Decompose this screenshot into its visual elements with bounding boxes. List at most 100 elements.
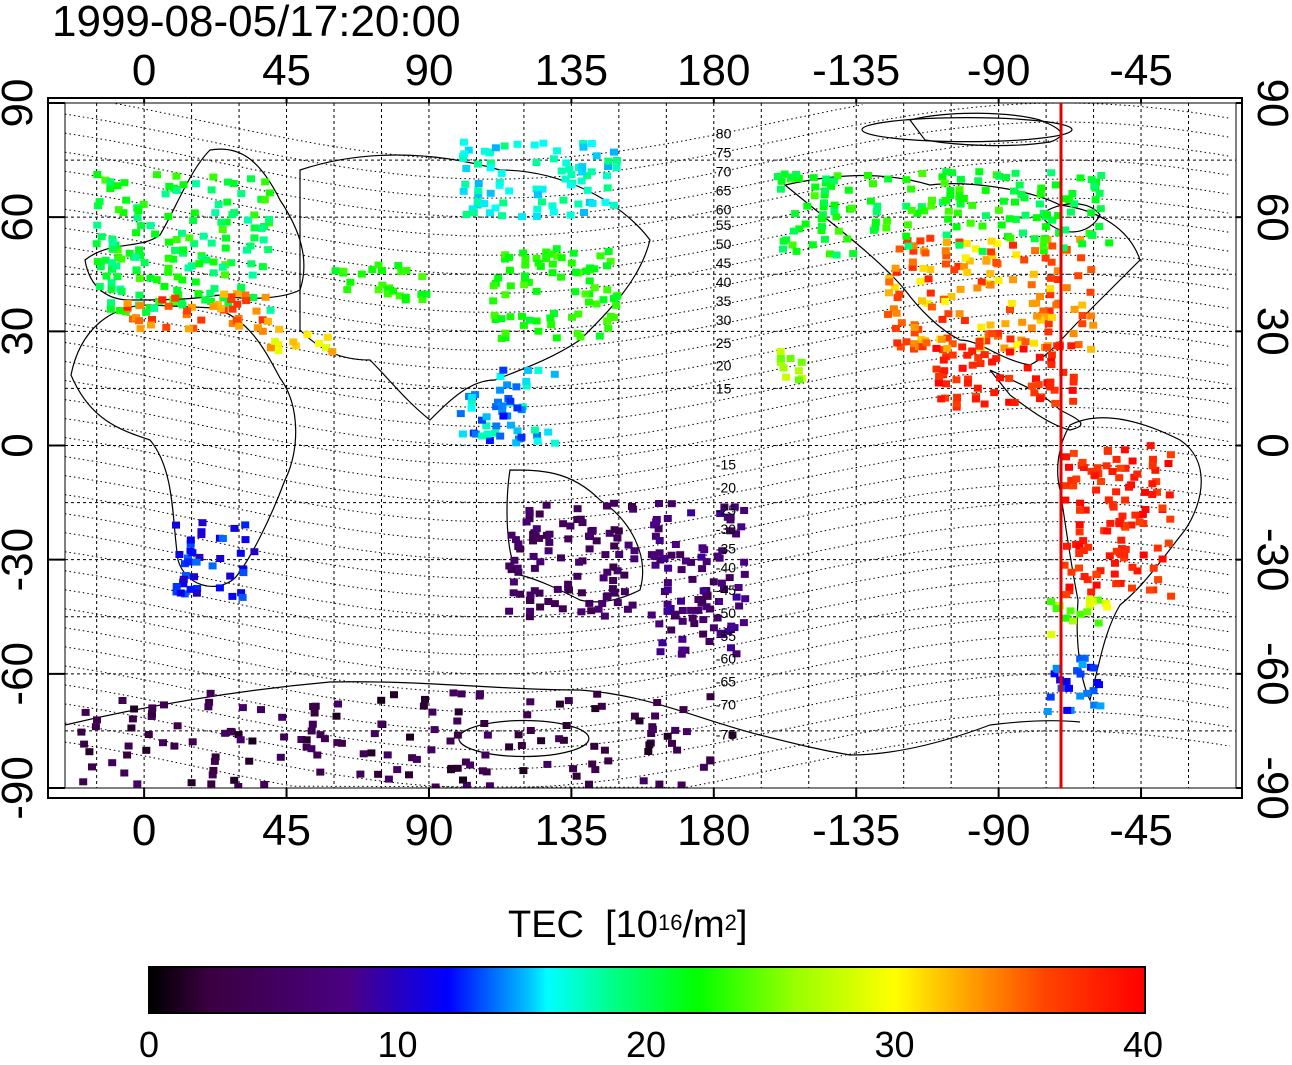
tec-cell: [910, 329, 919, 337]
tec-cell: [566, 181, 575, 189]
tec-cell: [108, 259, 117, 267]
tec-cell: [573, 572, 582, 580]
tec-cell: [977, 323, 986, 331]
tec-cell: [973, 284, 982, 292]
tec-cell: [497, 169, 506, 177]
contour-label: 60: [716, 202, 732, 218]
tec-cell: [243, 246, 251, 254]
tec-cell: [1030, 339, 1039, 347]
tec-cell: [1081, 506, 1090, 514]
tec-cell: [178, 229, 186, 237]
tec-cell: [186, 585, 195, 593]
tec-cell: [383, 751, 392, 759]
tec-cell: [978, 222, 987, 230]
tec-cell: [740, 570, 749, 578]
tec-cell: [821, 179, 830, 187]
x-tick-label-bottom: -45: [1109, 806, 1173, 855]
tec-cell: [716, 510, 725, 517]
tec-cell: [535, 510, 544, 518]
contour-line: [65, 140, 1230, 218]
tec-cell: [1043, 708, 1052, 715]
tec-cell: [173, 722, 182, 730]
tec-cell: [489, 282, 498, 290]
tec-cell: [1030, 235, 1039, 243]
tec-cell: [971, 395, 980, 403]
tec-cell: [395, 292, 404, 300]
tec-cell: [1010, 399, 1019, 406]
tec-cell: [513, 564, 522, 572]
tec-cell: [1029, 270, 1038, 278]
tec-cell: [1102, 462, 1111, 470]
tec-cell: [678, 607, 687, 614]
tec-cell: [334, 700, 342, 708]
tec-cell: [705, 638, 714, 645]
tec-cell: [890, 283, 899, 291]
tec-cell: [234, 783, 243, 788]
tec-cell: [613, 567, 622, 575]
tec-cell: [384, 286, 393, 294]
tec-cell: [546, 314, 555, 322]
tec-cell: [658, 639, 667, 647]
tec-cell: [95, 198, 104, 206]
tec-cell: [1015, 181, 1024, 189]
tec-cell: [866, 197, 875, 205]
contour-label: 35: [716, 293, 732, 309]
tec-cell: [474, 180, 483, 187]
tec-cell: [1112, 488, 1121, 496]
tec-cell: [916, 277, 925, 285]
tec-cell: [190, 573, 198, 581]
tec-cell: [368, 266, 377, 274]
tec-cell: [598, 600, 607, 607]
tec-cell: [1048, 242, 1057, 250]
contour-line: [65, 197, 1230, 275]
tec-cell: [257, 706, 265, 714]
y-tick-label-left: 0: [0, 433, 42, 457]
tec-cell: [259, 236, 268, 244]
tec-cell: [506, 397, 515, 405]
tec-cell: [558, 605, 567, 613]
tec-cell: [604, 163, 613, 170]
tec-cell: [1063, 542, 1071, 550]
tec-cell: [106, 178, 115, 186]
tec-cell: [390, 691, 398, 699]
tec-cell: [834, 227, 843, 235]
tec-cell: [1096, 567, 1105, 575]
tec-cell: [817, 227, 826, 234]
tec-cell: [787, 173, 796, 181]
tec-cell: [1019, 345, 1028, 353]
tec-cell: [236, 736, 245, 744]
tec-cell: [1131, 511, 1140, 519]
tec-cell: [1027, 324, 1036, 332]
tec-cell: [250, 234, 259, 242]
tec-cell: [1087, 467, 1096, 475]
tec-cell: [557, 273, 566, 281]
tec-cell: [1095, 223, 1104, 230]
tec-cell: [1166, 515, 1175, 523]
tec-cell: [182, 311, 191, 319]
tec-cell: [1005, 374, 1014, 382]
tec-cell: [620, 571, 629, 579]
tec-cell: [550, 309, 558, 317]
tec-cell: [720, 585, 728, 593]
tec-cell: [587, 607, 596, 615]
tec-cell: [1023, 364, 1032, 372]
tec-cell: [587, 168, 596, 176]
tec-cell: [81, 708, 90, 716]
tec-cell: [809, 174, 818, 182]
tec-cell: [127, 724, 136, 732]
tec-cell: [644, 748, 653, 755]
tec-cell: [623, 605, 632, 613]
tec-cell: [227, 259, 236, 267]
tec-cell: [525, 509, 534, 517]
tec-cell: [454, 708, 463, 716]
tec-cell: [498, 407, 507, 415]
tec-cell: [136, 325, 145, 333]
tec-cell: [151, 230, 160, 238]
tec-cell: [688, 614, 697, 622]
tec-cell: [789, 227, 798, 235]
tec-cell: [713, 614, 722, 622]
tec-cell: [506, 313, 515, 321]
tec-cell: [1076, 692, 1085, 700]
tec-cell: [980, 400, 989, 408]
tec-cell: [506, 421, 515, 429]
